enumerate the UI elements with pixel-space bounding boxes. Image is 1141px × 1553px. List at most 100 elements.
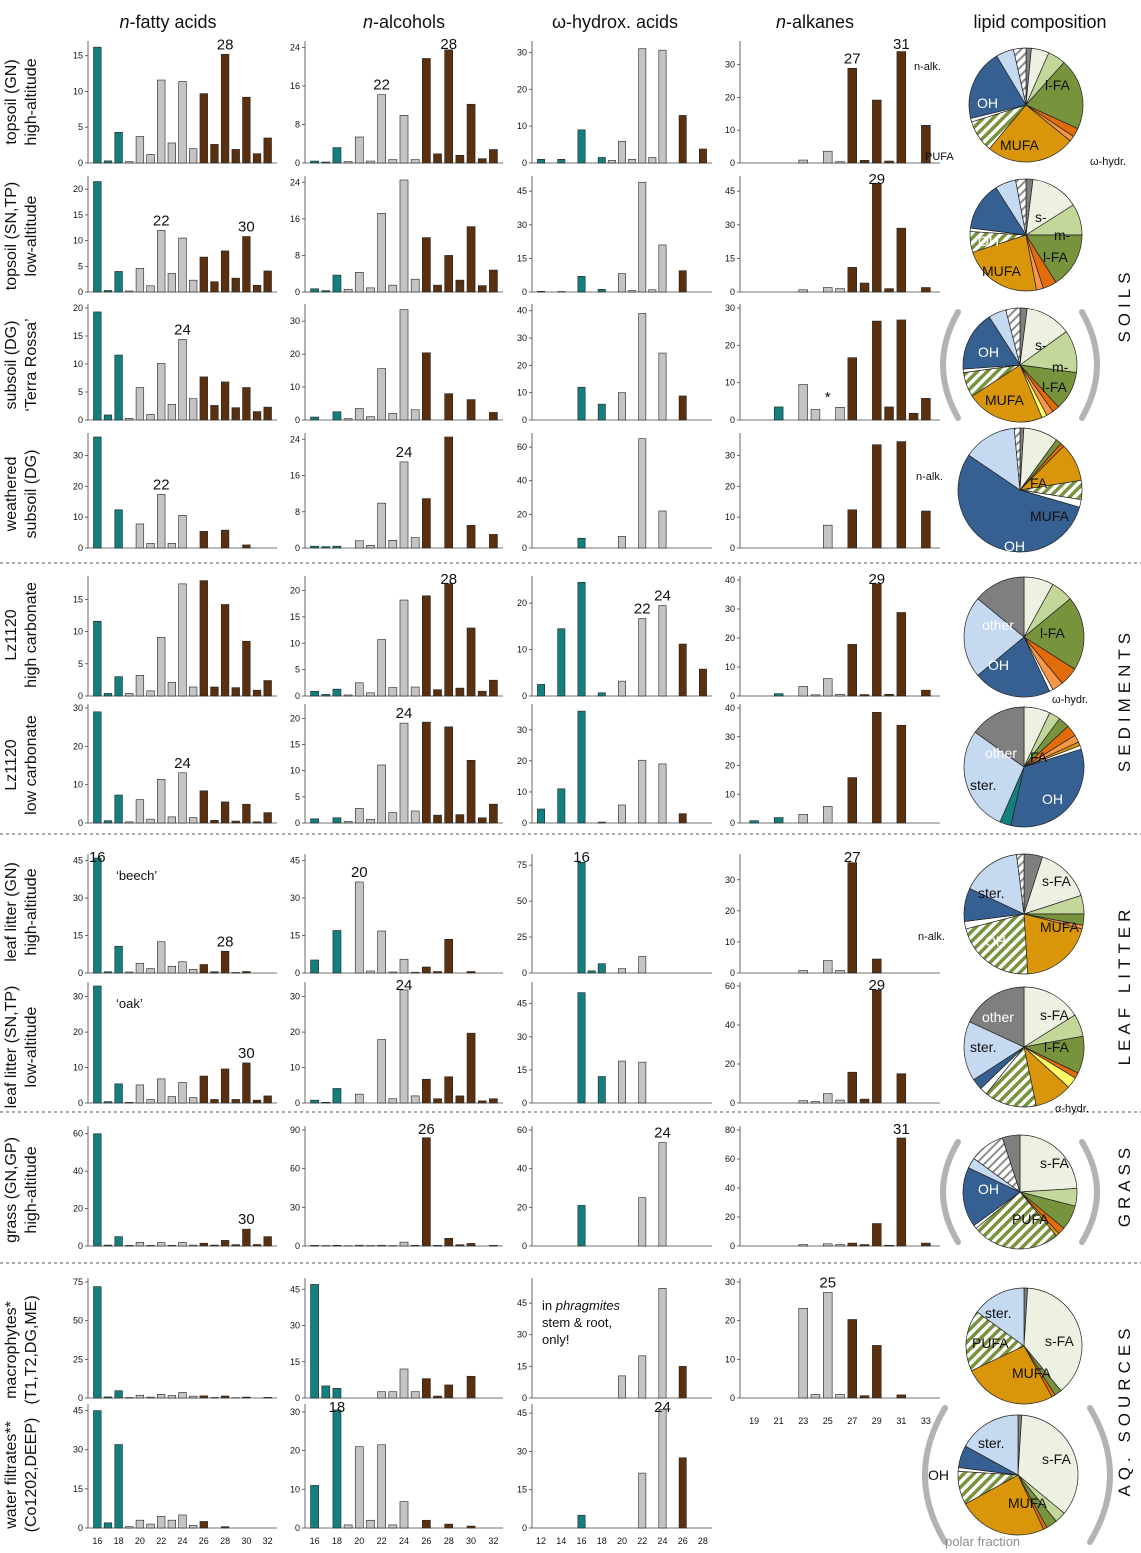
bar [231, 687, 240, 697]
bar [377, 368, 386, 421]
bar [354, 408, 364, 421]
bar [884, 693, 894, 697]
pie-chart [962, 1134, 1078, 1250]
pie-slice [1013, 427, 1021, 491]
bar [466, 226, 476, 293]
bar [577, 386, 586, 421]
bar [444, 1076, 454, 1104]
bar [125, 290, 134, 293]
bar-chart-panel: 0 25 50 75 [73, 1277, 277, 1403]
pie-label-oh: OH [977, 95, 998, 111]
peak-label: 22 [153, 212, 170, 229]
bar [658, 1288, 667, 1399]
pie-chart [957, 427, 1083, 553]
pie-slice [969, 854, 1025, 915]
bar [658, 1142, 667, 1247]
bar [310, 1245, 319, 1247]
bar-chart-panel: 0 15 30 45 [290, 1278, 503, 1403]
bar [343, 288, 353, 293]
note-label: ‘beech’ [116, 868, 157, 883]
bar [489, 679, 498, 697]
bar-chart-panel: 0 25 50 75 16 [517, 849, 712, 978]
bar [872, 958, 882, 974]
row-label: topsoil (SN,TP) [3, 182, 20, 290]
pie-label-n-alk: n-alk. [916, 471, 943, 483]
x-tick-label: 26 [421, 1536, 431, 1546]
bar [847, 1242, 857, 1247]
bar [252, 821, 262, 824]
y-tick-label: 10 [725, 378, 735, 388]
peak-label: 27 [844, 849, 861, 866]
y-tick-label: 40 [517, 476, 527, 486]
x-tick-label: 22 [377, 1536, 387, 1546]
y-tick-label: 0 [730, 287, 735, 297]
bar [810, 694, 821, 697]
row-label: (Co1202,DEEP) [23, 1418, 40, 1533]
y-tick-label: 0 [78, 287, 83, 297]
bar [638, 956, 647, 974]
row-label: topsoil (GN) [3, 59, 20, 144]
pie-label-fa: FA [1030, 749, 1048, 765]
peak-label: 30 [238, 1211, 255, 1228]
bar [366, 819, 375, 824]
x-tick-label: 18 [332, 1536, 342, 1546]
bar [103, 160, 113, 164]
y-tick-label: 20 [73, 1204, 83, 1214]
y-tick-label: 15 [517, 1361, 527, 1371]
bar-chart-panel: 0 20 40 60 80 31 [725, 1121, 940, 1251]
bar [872, 712, 882, 824]
bar [167, 682, 176, 697]
bar [577, 537, 586, 549]
y-tick-label: 8 [295, 250, 300, 260]
bar [103, 1101, 113, 1104]
bar [135, 387, 145, 421]
bar [422, 237, 431, 293]
peak-label: 25 [819, 1274, 836, 1291]
y-tick-label: 80 [725, 1125, 735, 1135]
y-tick-label: 45 [290, 1284, 300, 1294]
bar [103, 290, 113, 293]
y-tick-label: 0 [730, 818, 735, 828]
y-tick-label: 10 [73, 359, 83, 369]
bar [399, 179, 409, 293]
pie-label-sfa: s-FA [1042, 1451, 1071, 1467]
bar [537, 159, 546, 164]
y-tick-label: 10 [725, 125, 735, 135]
bar [343, 1524, 353, 1529]
bar [823, 960, 833, 974]
bar [466, 627, 476, 697]
bar [444, 583, 454, 697]
pie-label-pufa: PUFA [972, 1335, 1009, 1351]
bar [410, 1095, 420, 1104]
y-tick-label: 0 [295, 415, 300, 425]
y-tick-label: 25 [517, 932, 527, 942]
bar [189, 968, 198, 974]
bar [577, 129, 586, 164]
y-tick-label: 30 [73, 451, 83, 461]
y-tick-label: 10 [725, 937, 735, 947]
bar-chart-panel: 0 5 10 15 20 24 [73, 303, 277, 425]
row-label: leaf litter (SN,TP) [3, 986, 20, 1109]
note-label: stem & root, [542, 1315, 612, 1330]
y-tick-label: 30 [725, 732, 735, 742]
bar [410, 971, 420, 974]
y-tick-label: 0 [730, 1098, 735, 1108]
bar [921, 689, 931, 697]
bar [638, 181, 647, 293]
bar [896, 1137, 907, 1247]
bar [146, 818, 155, 824]
bar [618, 140, 626, 164]
bar [178, 515, 187, 549]
bar [189, 1525, 198, 1529]
pie-slice [971, 1345, 1053, 1405]
bar [433, 1395, 442, 1399]
bar-chart-panel: 0 5 10 15 28 [73, 36, 277, 168]
y-tick-label: 10 [725, 789, 735, 799]
bar [263, 406, 272, 421]
y-tick-label: 10 [517, 121, 527, 131]
bar [908, 412, 919, 421]
bar-chart-panel: 0 15 30 45 29 [725, 171, 940, 297]
bar [135, 523, 145, 549]
bar [310, 818, 319, 824]
bar [199, 93, 208, 164]
